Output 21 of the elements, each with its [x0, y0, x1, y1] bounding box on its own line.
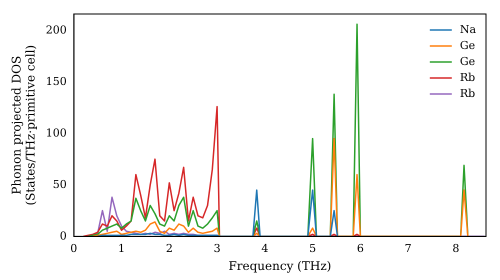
x-tick-label: 7	[404, 242, 412, 255]
x-tick-label: 1	[118, 242, 126, 255]
legend-label: Na	[460, 22, 476, 36]
x-tick-label: 5	[309, 242, 316, 255]
legend-label: Rb	[460, 70, 476, 84]
legend-label: Ge	[460, 54, 476, 68]
x-axis-title: Frequency (THz)	[228, 258, 332, 273]
y-tick-label: 100	[46, 126, 67, 140]
legend-label: Rb	[460, 86, 476, 100]
x-tick-label: 0	[70, 242, 78, 255]
x-tick-label: 6	[356, 242, 364, 255]
x-tick-label: 2	[166, 242, 173, 255]
legend-label: Ge	[460, 38, 476, 52]
y-axis-title: Phonon projected DOS (States/THz·primitive cell)	[9, 44, 38, 206]
y-tick-label: 0	[60, 229, 67, 242]
y-tick-label: 150	[46, 74, 67, 88]
x-tick-label: 3	[214, 242, 221, 255]
x-tick-label: 8	[452, 242, 460, 255]
y-tick-label: 200	[46, 23, 67, 36]
y-tick-label: 50	[52, 178, 67, 191]
x-tick-label: 4	[261, 242, 268, 255]
